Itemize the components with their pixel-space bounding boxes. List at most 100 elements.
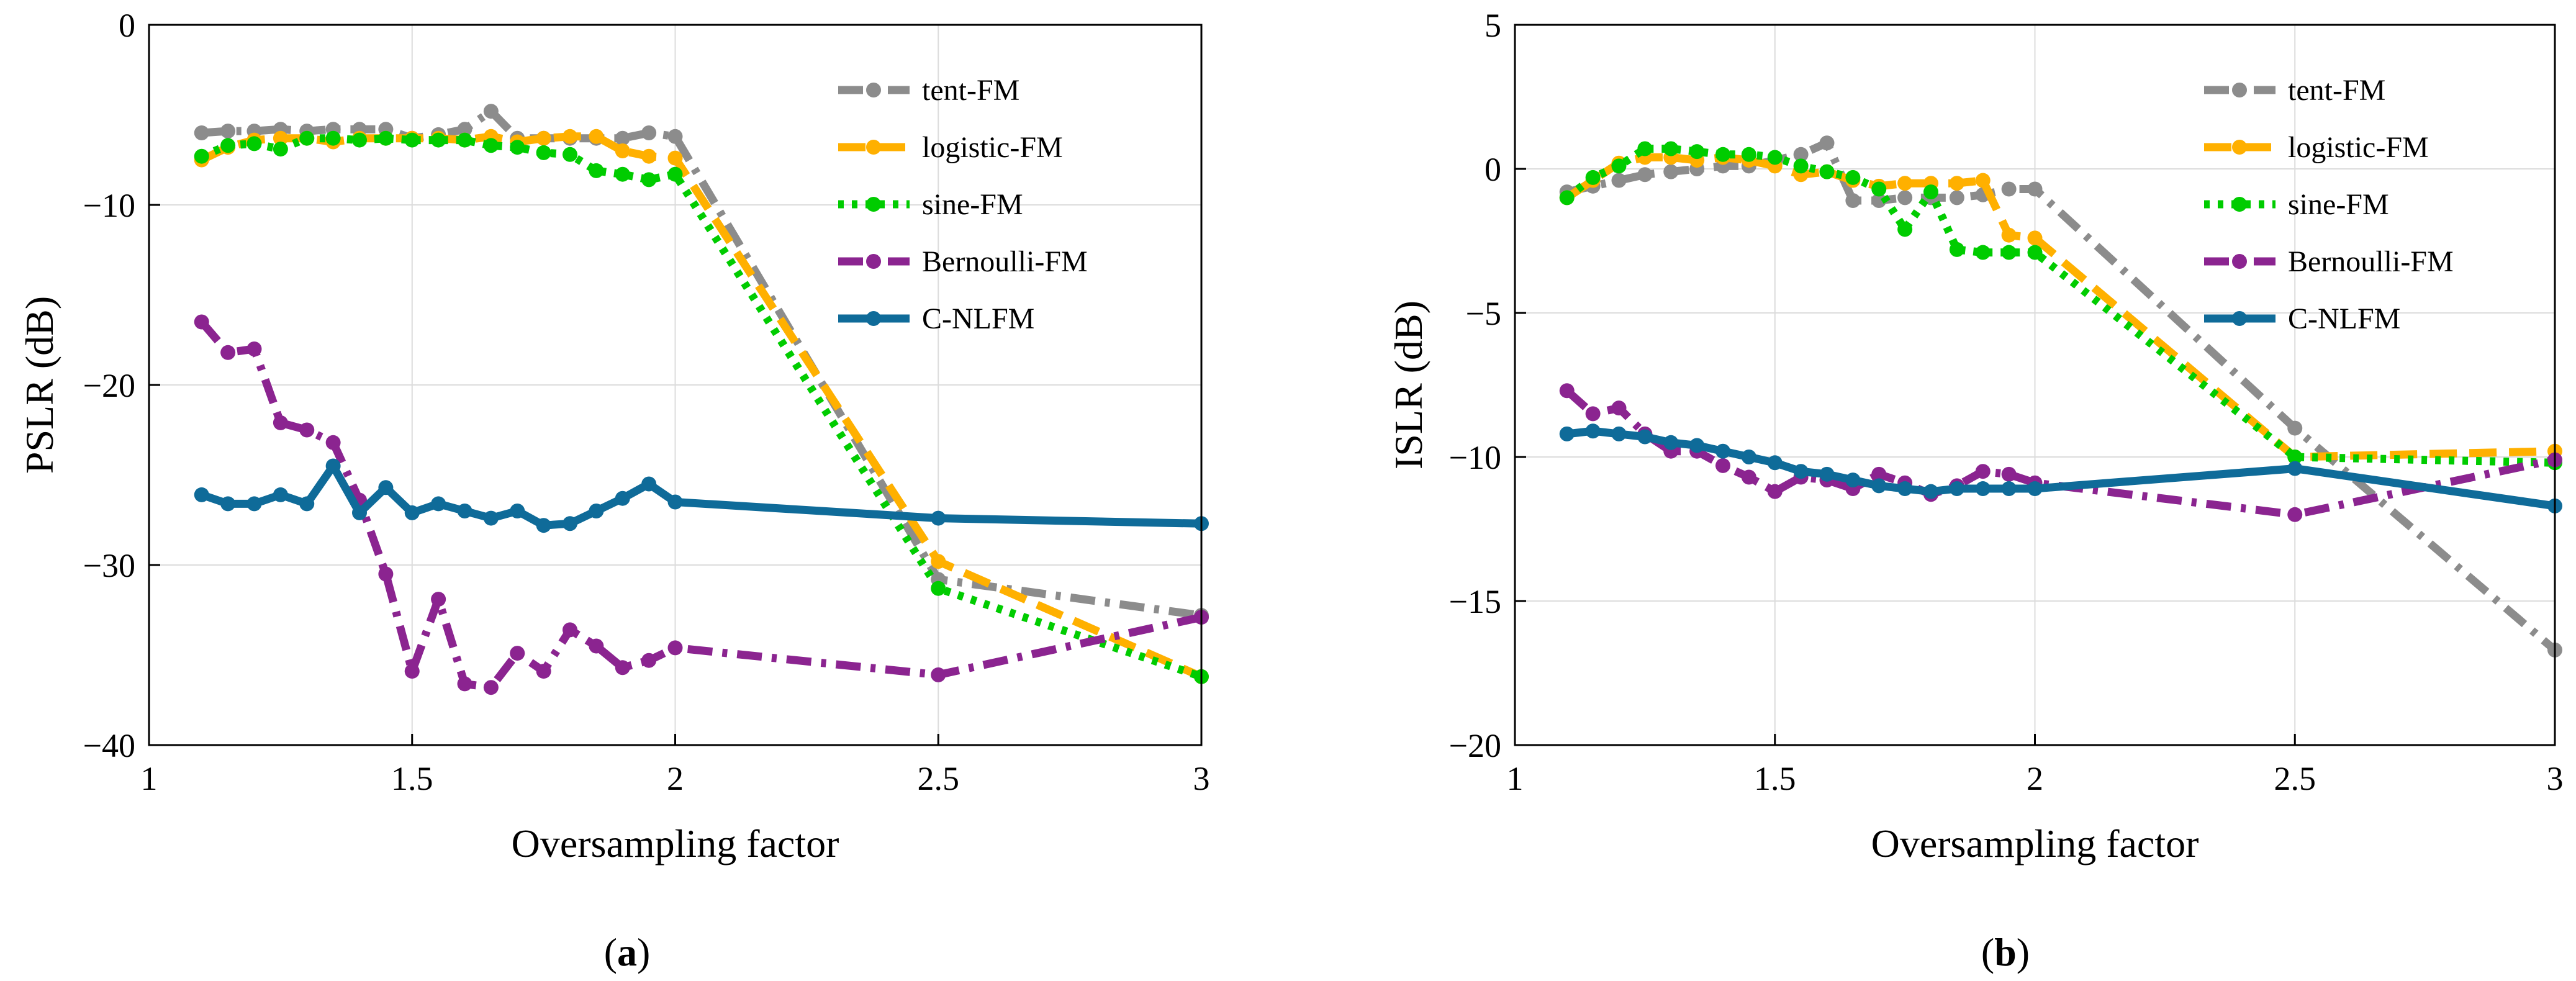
panel-label: (a): [604, 930, 651, 974]
data-point: [273, 142, 288, 157]
data-point: [1663, 141, 1679, 156]
legend-item: logistic-FM: [2204, 131, 2429, 164]
data-point: [1559, 383, 1575, 399]
data-point: [1689, 144, 1705, 160]
data-point: [1793, 464, 1809, 479]
series-line: [200, 134, 1203, 680]
data-point: [589, 129, 604, 144]
legend-item: Bernoulli-FM: [838, 245, 1088, 278]
data-point: [483, 510, 499, 526]
data-point: [641, 172, 657, 188]
data-point: [325, 130, 341, 146]
data-point: [246, 136, 262, 151]
data-point: [1611, 426, 1627, 441]
x-tick-label: 2.5: [918, 760, 960, 797]
legend-swatch-marker: [866, 254, 881, 269]
data-point: [1793, 158, 1809, 174]
data-point: [1897, 222, 1913, 237]
legend-label: logistic-FM: [2288, 131, 2429, 164]
data-point: [1845, 193, 1861, 209]
data-point: [1611, 173, 1627, 188]
data-point: [457, 504, 472, 518]
data-point: [1819, 466, 1835, 482]
data-point: [2027, 481, 2043, 497]
data-point: [510, 140, 525, 155]
x-tick-label: 1: [141, 760, 158, 797]
data-point: [431, 592, 446, 607]
data-point: [1923, 184, 1938, 200]
legend-item: tent-FM: [838, 74, 1019, 107]
y-tick-label: −15: [1449, 583, 1501, 620]
series-sine-fm: [1559, 141, 2562, 471]
legend-item: tent-FM: [2204, 74, 2385, 107]
panel-letter: b: [1994, 930, 2017, 974]
data-point: [1637, 167, 1653, 183]
data-point: [483, 138, 499, 153]
data-point: [483, 680, 499, 695]
data-point: [457, 122, 472, 137]
y-tick-label: −30: [83, 547, 135, 584]
data-point: [536, 130, 551, 146]
data-point: [667, 494, 683, 510]
data-point: [378, 480, 394, 495]
data-point: [1559, 426, 1575, 441]
legend-swatch-marker: [866, 197, 881, 212]
series-line: [1565, 153, 2556, 461]
x-tick-label: 2: [667, 760, 684, 797]
data-point: [2027, 181, 2043, 197]
data-point: [615, 143, 630, 158]
data-point: [1611, 400, 1627, 416]
data-point: [641, 125, 657, 140]
y-axis-label: PSLR (dB): [17, 296, 61, 474]
data-point: [1871, 478, 1887, 494]
data-point: [641, 653, 657, 668]
y-tick-label: −20: [83, 367, 135, 404]
series-logistic-fm: [1559, 150, 2562, 464]
data-point: [1559, 190, 1575, 206]
data-point: [1949, 190, 1964, 206]
legend-item: C-NLFM: [838, 302, 1034, 335]
data-point: [1871, 466, 1887, 482]
legend-label: C-NLFM: [922, 302, 1034, 335]
data-point: [404, 505, 420, 520]
legend-item: logistic-FM: [838, 131, 1063, 164]
x-tick-label: 2: [2027, 760, 2043, 797]
data-point: [1767, 150, 1783, 165]
y-axis-label: ISLR (dB): [1386, 301, 1430, 469]
legend-label: tent-FM: [2288, 74, 2385, 107]
data-point: [563, 516, 577, 531]
y-tick-label: −10: [1449, 439, 1501, 476]
legend-label: C-NLFM: [2288, 302, 2400, 335]
data-point: [299, 422, 315, 438]
data-point: [1715, 443, 1730, 459]
data-point: [273, 415, 288, 430]
data-point: [220, 496, 236, 512]
data-point: [2001, 481, 2017, 497]
data-point: [2001, 466, 2017, 482]
tick-labels: 1 1.5 2 2.5 3 −20 −15 −10 −5 0 5: [1449, 7, 2564, 797]
data-point: [1923, 484, 1938, 499]
data-point: [220, 124, 236, 139]
data-point: [589, 504, 604, 518]
series-line: [201, 107, 1202, 620]
data-point: [431, 132, 446, 148]
data-point: [1715, 458, 1730, 473]
series-line: [1564, 145, 2556, 467]
x-tick-label: 1.5: [1754, 760, 1796, 797]
data-point: [1585, 170, 1601, 185]
series-tent-fm: [194, 104, 1209, 623]
data-point: [615, 660, 630, 676]
legend-swatch-marker: [866, 311, 881, 326]
legend-swatch-marker: [2232, 311, 2247, 326]
data-point: [589, 163, 604, 178]
data-point: [1845, 170, 1861, 185]
grid-lines: [149, 25, 1201, 745]
data-point: [1585, 406, 1601, 422]
data-point: [325, 458, 341, 474]
legend-swatch-marker: [2232, 254, 2247, 269]
data-point: [1767, 455, 1783, 471]
data-point: [667, 640, 683, 656]
data-point: [615, 130, 630, 146]
data-point: [194, 125, 209, 140]
